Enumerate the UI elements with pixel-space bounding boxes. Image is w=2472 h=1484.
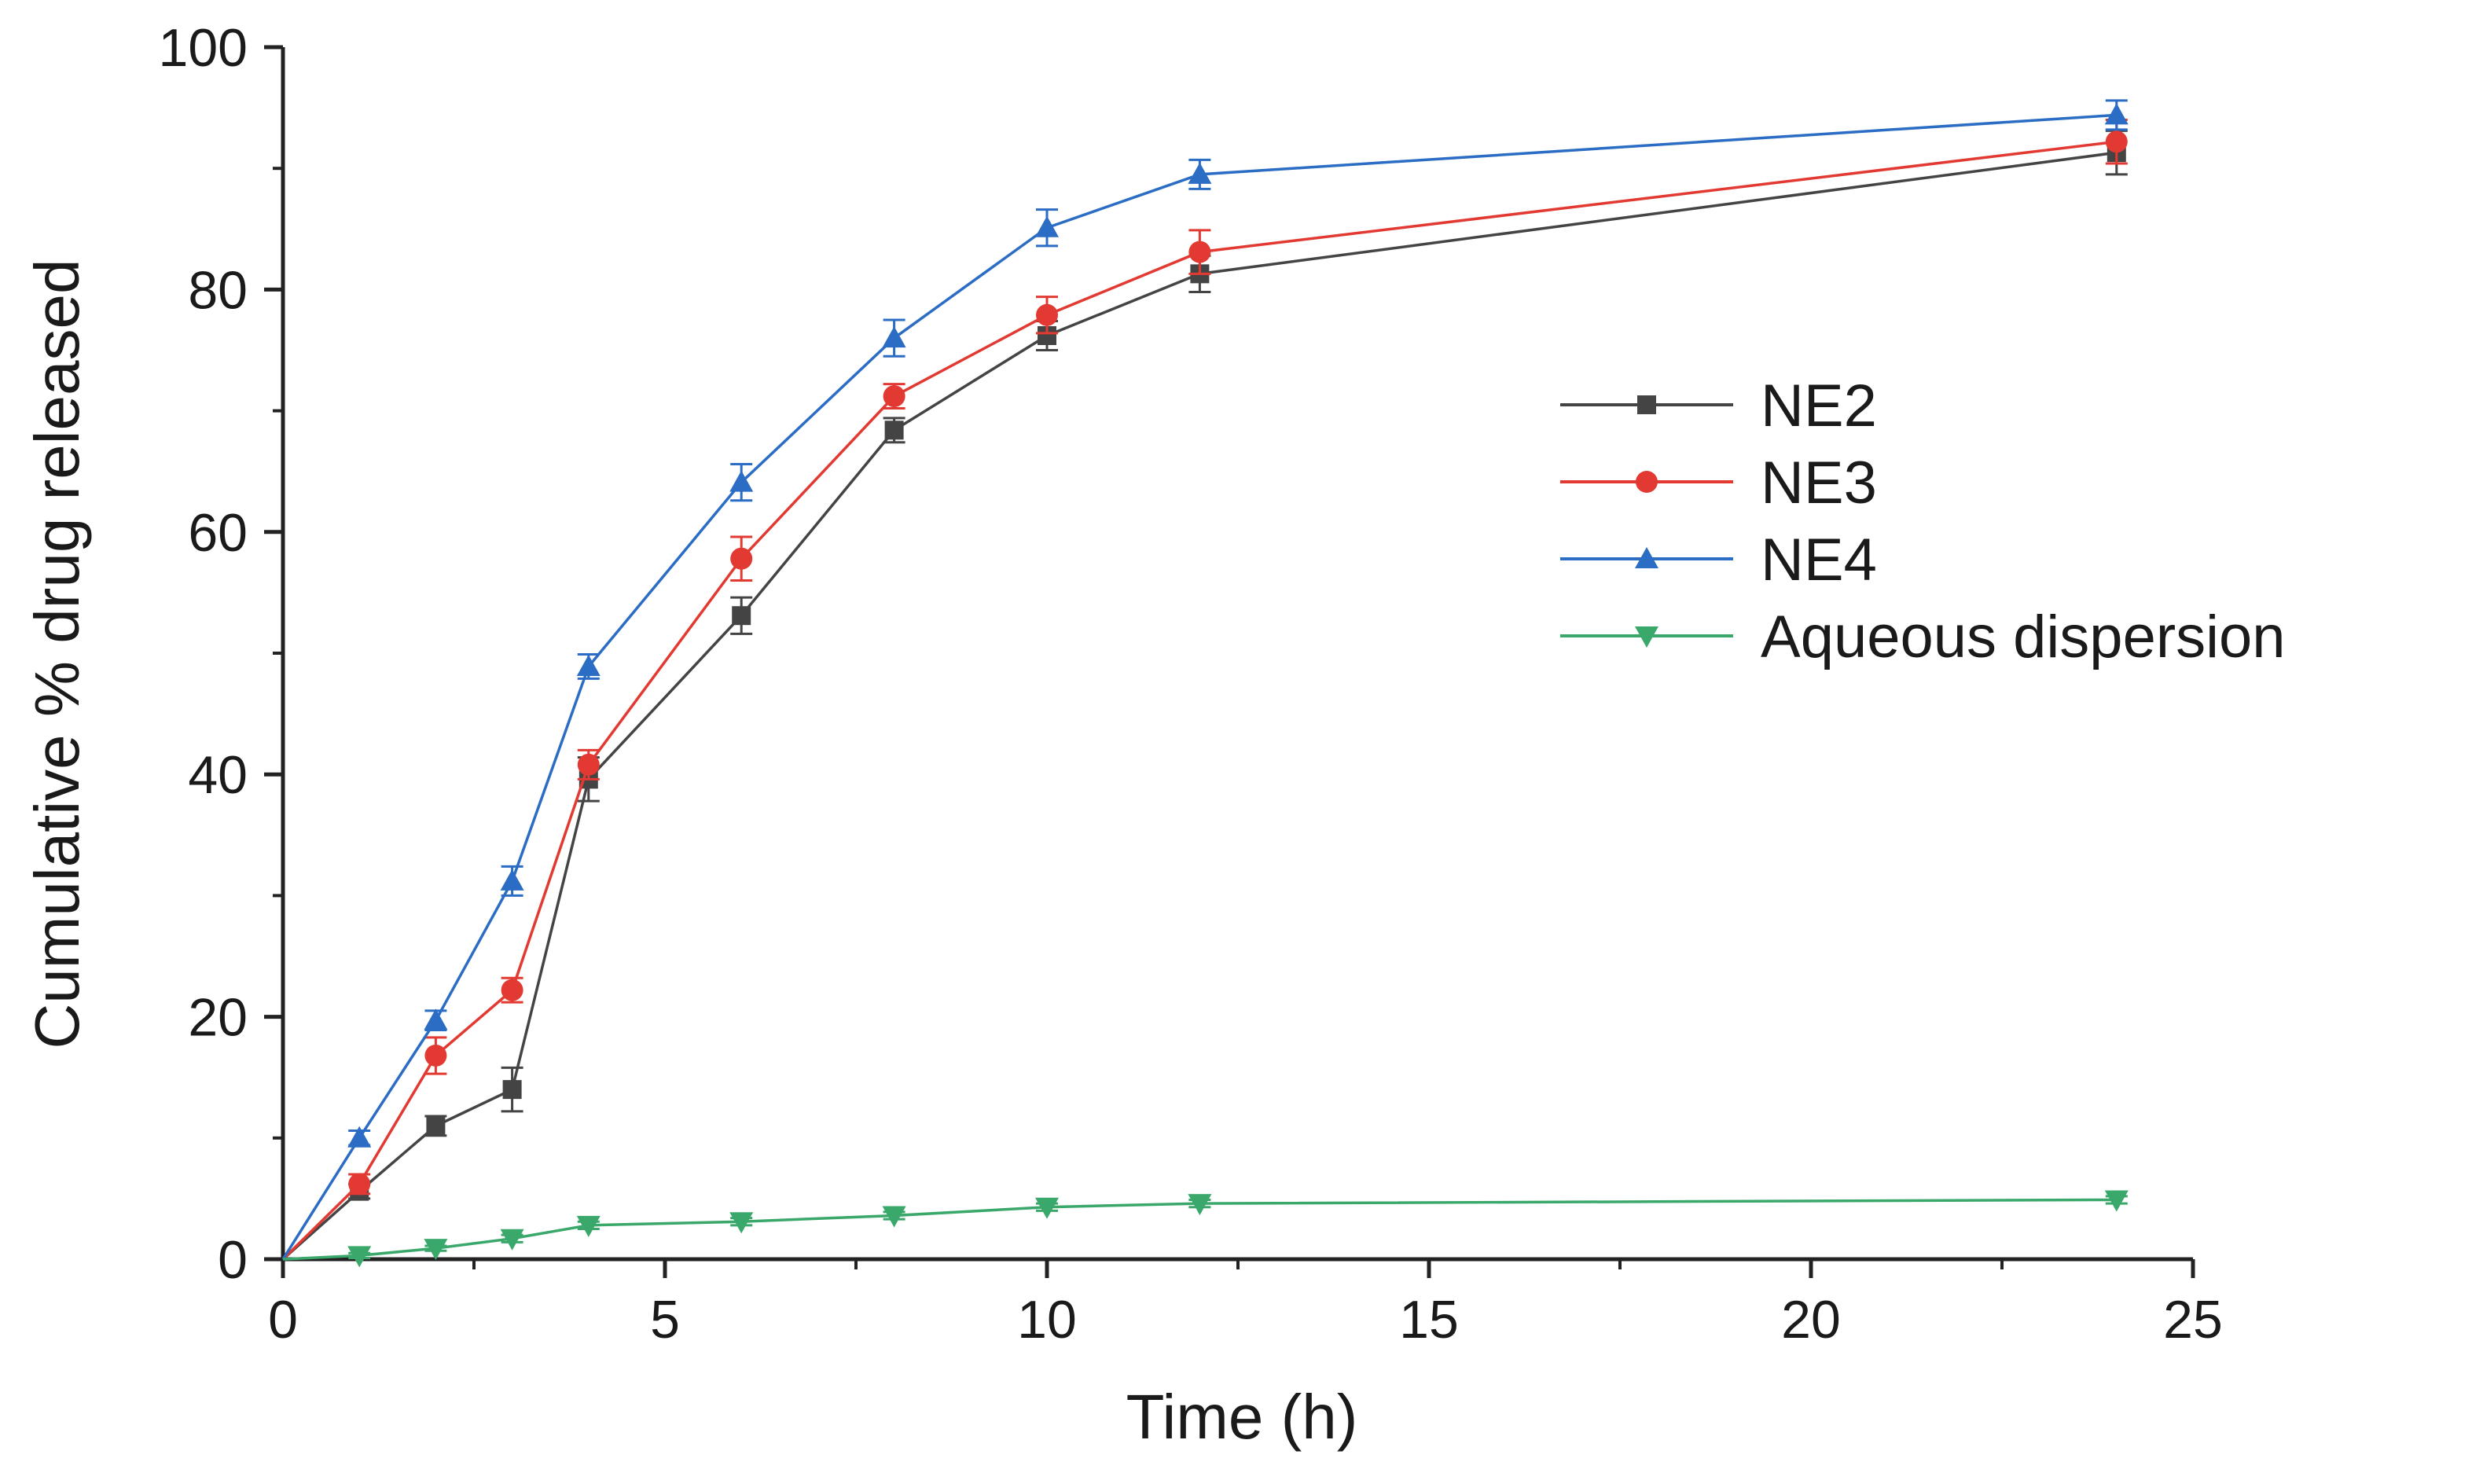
legend-item-ne2: NE2: [1560, 373, 1877, 439]
legend-marker: [1635, 547, 1658, 568]
data-point: [576, 654, 601, 676]
series-ne2: [281, 129, 2128, 1261]
data-point: [730, 547, 753, 570]
data-point: [1035, 215, 1059, 237]
series-line: [281, 140, 2118, 1261]
data-point: [500, 1229, 524, 1251]
data-point: [500, 869, 524, 891]
data-point: [502, 1080, 522, 1100]
y-tick-label: 20: [188, 988, 248, 1048]
data-point: [729, 470, 754, 492]
data-point: [883, 385, 905, 408]
data-point: [1188, 162, 1212, 184]
x-tick-label: 20: [1781, 1290, 1841, 1350]
legend-item-ne4: NE4: [1560, 527, 1877, 593]
data-point: [2104, 1190, 2129, 1212]
data-point: [426, 1116, 446, 1136]
data-point: [347, 1246, 372, 1268]
data-point: [882, 326, 906, 348]
data-point: [424, 1008, 448, 1030]
data-point: [2105, 130, 2128, 153]
data-point: [1035, 1197, 1059, 1219]
y-tick-label: 100: [159, 18, 248, 78]
series-line: [281, 151, 2118, 1261]
x-tick-label: 5: [650, 1290, 680, 1350]
series-layer: [281, 99, 2129, 1268]
series-ne3: [281, 119, 2128, 1261]
series-line: [281, 113, 2117, 1260]
y-tick-label: 60: [188, 503, 248, 563]
x-tick-label: 0: [268, 1290, 298, 1350]
y-tick-label: 40: [188, 745, 248, 805]
data-point: [1188, 241, 1211, 263]
legend-marker: [1637, 395, 1656, 414]
data-point: [424, 1044, 447, 1067]
legend-marker: [1635, 626, 1658, 648]
data-point: [348, 1173, 371, 1196]
data-point: [1036, 303, 1058, 326]
data-point: [2104, 103, 2129, 125]
data-point: [577, 753, 600, 776]
x-tick-label: 25: [2163, 1290, 2223, 1350]
axes: 0 5 10 15 20 25 0 20 40 60 80 100: [159, 18, 2223, 1350]
data-point: [1188, 1194, 1212, 1216]
y-tick-label: 80: [188, 260, 248, 320]
x-tick-label: 10: [1017, 1290, 1077, 1350]
data-point: [347, 1126, 372, 1148]
legend-item-ne3: NE3: [1560, 450, 1877, 516]
series-aqueous-dispersion: [282, 1190, 2129, 1268]
data-point: [882, 1206, 906, 1228]
x-tick-label: 15: [1399, 1290, 1459, 1350]
series-ne4: [281, 99, 2129, 1260]
legend-label: NE4: [1761, 527, 1877, 593]
data-point: [884, 421, 904, 440]
legend-label: NE2: [1761, 373, 1877, 439]
y-tick-label: 0: [218, 1230, 248, 1290]
legend-item-aqueous-dispersion: Aqueous dispersion: [1560, 604, 2286, 670]
legend: NE2 NE3 NE4 Aqueous dispersion: [1560, 373, 2286, 670]
legend-label: NE3: [1761, 450, 1877, 516]
legend-marker: [1636, 471, 1658, 493]
x-axis-label: Time (h): [1126, 1382, 1358, 1452]
data-point: [424, 1239, 448, 1261]
data-point: [576, 1215, 601, 1237]
data-point: [732, 606, 751, 626]
data-point: [501, 979, 523, 1001]
legend-label: Aqueous dispersion: [1761, 604, 2286, 670]
y-axis-label: Cumulative % drug released: [22, 259, 92, 1049]
series-line: [282, 1198, 2117, 1261]
data-point: [729, 1212, 754, 1234]
